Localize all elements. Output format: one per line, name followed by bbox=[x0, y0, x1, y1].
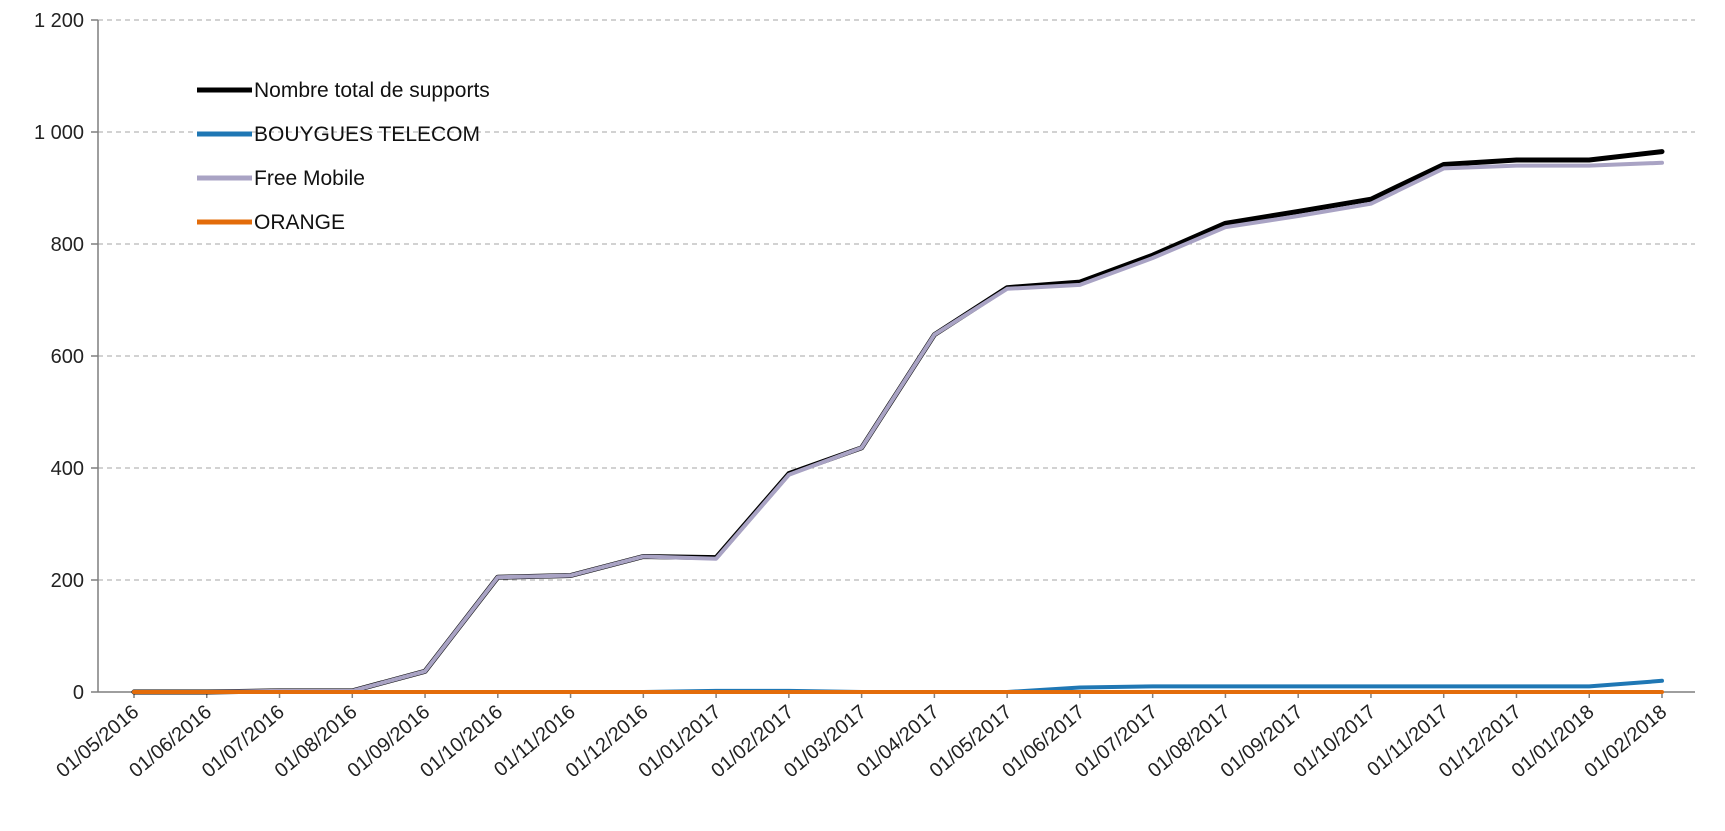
x-tick-labels: 01/05/201601/06/201601/07/201601/08/2016… bbox=[52, 701, 1671, 782]
y-tick-label: 1 000 bbox=[34, 122, 84, 144]
series-line-free-mobile bbox=[132, 160, 1664, 694]
legend: Nombre total de supports BOUYGUES TELECOM… bbox=[197, 79, 490, 234]
legend-item: Nombre total de supports bbox=[197, 79, 490, 102]
legend-item: ORANGE bbox=[197, 211, 345, 234]
series-line-nombre-total-de-supports bbox=[131, 149, 1665, 695]
legend-label: Free Mobile bbox=[254, 167, 365, 190]
gridlines bbox=[98, 19, 1695, 581]
legend-item: BOUYGUES TELECOM bbox=[197, 123, 480, 146]
y-tick-label: 400 bbox=[51, 458, 84, 480]
legend-label: ORANGE bbox=[254, 211, 345, 234]
legend-label: Nombre total de supports bbox=[254, 79, 490, 102]
y-tick-labels: 0 200 400 600 800 1 000 1 200 bbox=[34, 10, 84, 704]
legend-item: Free Mobile bbox=[197, 167, 365, 190]
y-tick-label: 600 bbox=[51, 346, 84, 368]
series-lines bbox=[131, 149, 1665, 695]
y-tick-label: 200 bbox=[51, 570, 84, 592]
y-tick-label: 1 200 bbox=[34, 10, 84, 32]
y-tick-label: 0 bbox=[73, 682, 84, 704]
legend-label: BOUYGUES TELECOM bbox=[254, 123, 480, 146]
y-tick-label: 800 bbox=[51, 234, 84, 256]
axes bbox=[91, 19, 1695, 698]
